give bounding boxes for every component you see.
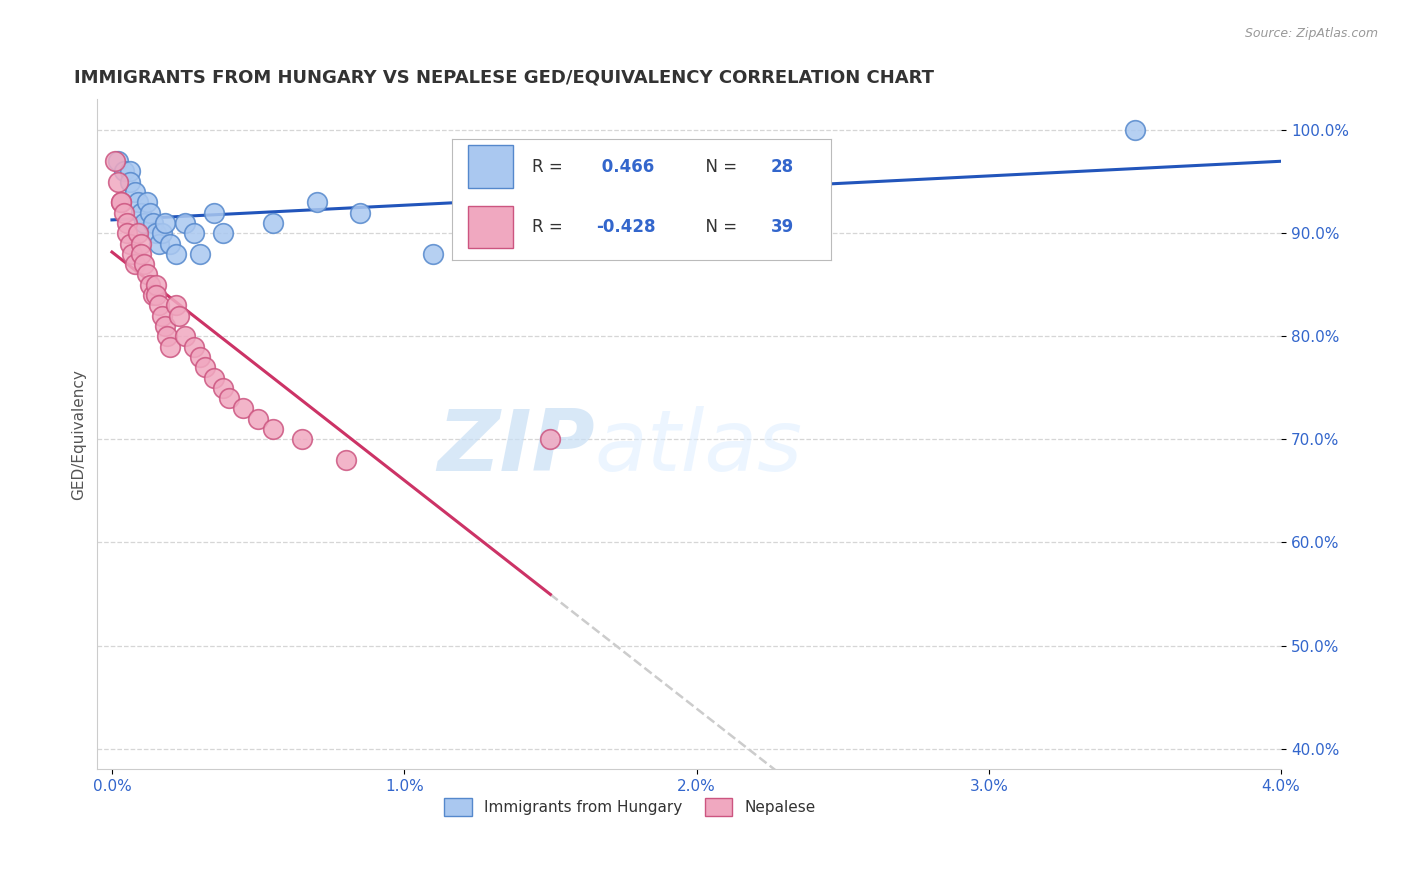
Point: [174, 216, 197, 230]
Legend: Immigrants from Hungary, Nepalese: Immigrants from Hungary, Nepalese: [439, 792, 823, 822]
Point: [112, 205, 135, 219]
Point: [218, 391, 240, 405]
Point: [148, 298, 170, 312]
Point: [145, 288, 167, 302]
Point: [165, 298, 187, 312]
Point: [183, 340, 205, 354]
Point: [139, 205, 162, 219]
Point: [115, 226, 138, 240]
Point: [174, 329, 197, 343]
Point: [183, 226, 205, 240]
Point: [104, 154, 127, 169]
Point: [118, 164, 141, 178]
Point: [153, 318, 176, 333]
Point: [129, 236, 152, 251]
Text: Source: ZipAtlas.com: Source: ZipAtlas.com: [1244, 27, 1378, 40]
Point: [139, 277, 162, 292]
Point: [115, 216, 138, 230]
Point: [150, 226, 173, 240]
Point: [145, 277, 167, 292]
Point: [212, 226, 235, 240]
Point: [194, 360, 217, 375]
Point: [202, 205, 225, 219]
Point: [159, 340, 181, 354]
Point: [142, 216, 165, 230]
Text: IMMIGRANTS FROM HUNGARY VS NEPALESE GED/EQUIVALENCY CORRELATION CHART: IMMIGRANTS FROM HUNGARY VS NEPALESE GED/…: [73, 69, 934, 87]
Point: [335, 453, 357, 467]
Point: [110, 195, 132, 210]
Point: [538, 433, 561, 447]
Point: [118, 175, 141, 189]
Point: [112, 164, 135, 178]
Point: [127, 226, 149, 240]
Y-axis label: GED/Equivalency: GED/Equivalency: [72, 368, 86, 500]
Point: [188, 350, 211, 364]
Point: [262, 216, 284, 230]
Point: [167, 309, 190, 323]
Point: [262, 422, 284, 436]
Point: [110, 195, 132, 210]
Point: [422, 247, 444, 261]
Point: [247, 411, 270, 425]
Point: [554, 216, 576, 230]
Point: [129, 247, 152, 261]
Point: [134, 257, 156, 271]
Point: [124, 185, 146, 199]
Point: [1123, 123, 1146, 137]
Point: [118, 236, 141, 251]
Text: atlas: atlas: [595, 406, 803, 489]
Point: [107, 175, 129, 189]
Point: [124, 257, 146, 271]
Point: [165, 247, 187, 261]
Text: ZIP: ZIP: [437, 406, 595, 489]
Point: [232, 401, 254, 416]
Point: [153, 216, 176, 230]
Point: [136, 195, 159, 210]
Point: [291, 433, 314, 447]
Point: [156, 329, 179, 343]
Point: [202, 370, 225, 384]
Point: [145, 226, 167, 240]
Point: [305, 195, 328, 210]
Point: [148, 236, 170, 251]
Point: [159, 236, 181, 251]
Point: [129, 205, 152, 219]
Point: [121, 247, 143, 261]
Point: [136, 268, 159, 282]
Point: [212, 381, 235, 395]
Point: [127, 195, 149, 210]
Point: [150, 309, 173, 323]
Point: [349, 205, 371, 219]
Point: [107, 154, 129, 169]
Point: [134, 216, 156, 230]
Point: [142, 288, 165, 302]
Point: [188, 247, 211, 261]
